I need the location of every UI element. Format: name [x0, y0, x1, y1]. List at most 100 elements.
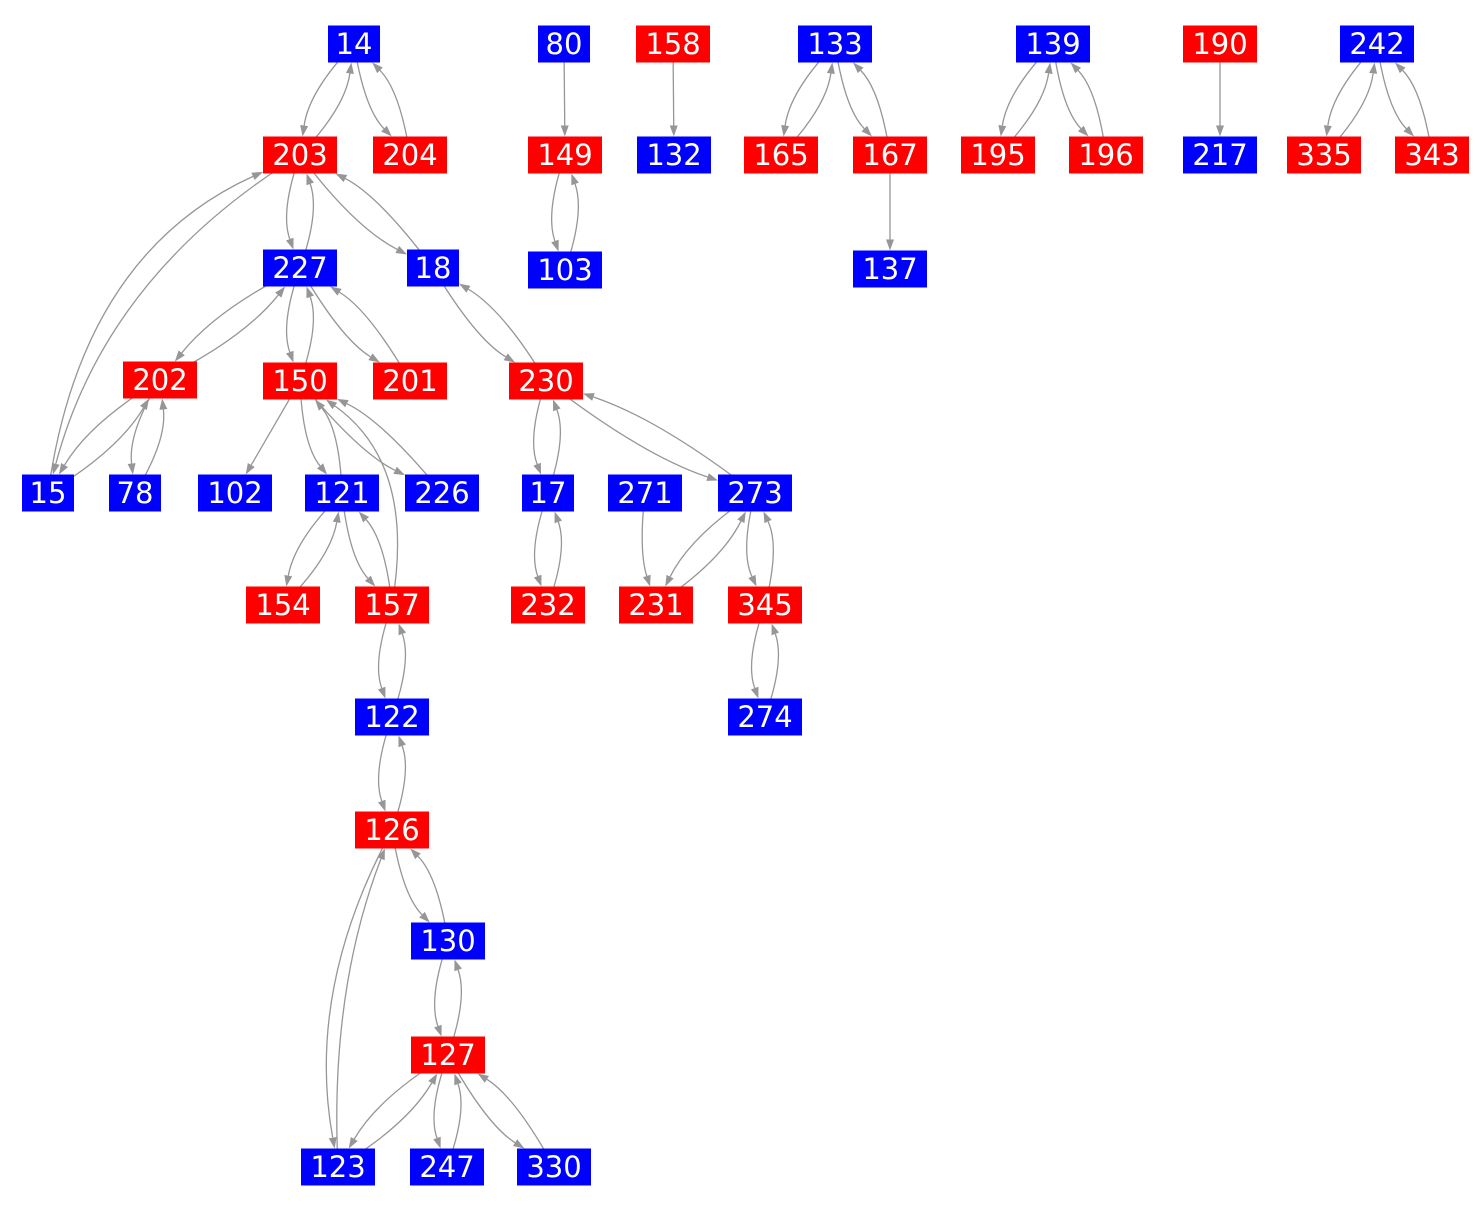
node-label: 15 — [30, 476, 67, 510]
node-202: 202 — [123, 361, 197, 399]
arrowhead-icon — [1044, 62, 1053, 74]
arrowhead-icon — [748, 574, 757, 587]
node-box — [263, 136, 337, 174]
node-box — [410, 1148, 484, 1186]
node-box — [328, 25, 380, 63]
nodes-layer: 14 80 158 133 139 190 242 203 204 149 132 165 167 195… — [22, 25, 1469, 1186]
node-17: 17 — [522, 474, 574, 512]
node-195: 195 — [961, 136, 1035, 174]
arrowhead-icon — [345, 62, 354, 74]
arrowhead-icon — [665, 574, 674, 587]
node-box — [522, 474, 574, 512]
node-box — [1069, 136, 1143, 174]
arrowhead-icon — [419, 911, 430, 923]
node-box — [263, 249, 337, 287]
arrowhead-icon — [377, 686, 386, 699]
arrowhead-icon — [393, 466, 405, 476]
node-box — [718, 474, 792, 512]
node-box — [853, 136, 927, 174]
node-247: 247 — [410, 1148, 484, 1186]
node-149: 149 — [528, 136, 602, 174]
node-230: 230 — [509, 362, 583, 400]
node-label: 157 — [364, 588, 419, 622]
edge-line — [47, 175, 254, 494]
node-227: 227 — [263, 249, 337, 287]
node-203: 203 — [263, 136, 337, 174]
arrowhead-icon — [533, 462, 542, 475]
node-18: 18 — [407, 249, 459, 287]
node-box — [608, 474, 682, 512]
node-123: 123 — [301, 1148, 375, 1186]
node-label: 103 — [537, 253, 592, 287]
node-label: 345 — [737, 588, 792, 622]
node-box — [1287, 136, 1361, 174]
edges-layer — [47, 43, 1433, 1168]
arrowhead-icon — [826, 62, 835, 74]
edge-15-203 — [47, 171, 263, 494]
arrowhead-icon — [306, 173, 314, 186]
arrowhead-icon — [286, 350, 294, 363]
node-label: 80 — [546, 27, 583, 61]
edge-line — [336, 858, 382, 1168]
node-box — [355, 586, 429, 624]
arrowhead-icon — [1077, 125, 1089, 137]
arrowhead-icon — [395, 245, 407, 255]
node-label: 203 — [272, 138, 327, 172]
arrowhead-icon — [428, 1073, 438, 1086]
arrowhead-icon — [512, 1139, 525, 1149]
node-label: 247 — [419, 1150, 474, 1184]
node-label: 335 — [1296, 138, 1351, 172]
edge-157-150 — [325, 399, 399, 606]
arrowhead-icon — [377, 848, 385, 861]
node-box — [853, 250, 927, 288]
node-80: 80 — [538, 25, 590, 63]
node-158: 158 — [636, 25, 710, 63]
node-122: 122 — [355, 698, 429, 736]
node-label: 271 — [617, 476, 672, 510]
node-box — [22, 474, 74, 512]
arrowhead-icon — [454, 959, 462, 972]
arrowhead-icon — [251, 171, 263, 181]
node-label: 227 — [272, 251, 327, 285]
arrowhead-icon — [348, 1136, 358, 1149]
arrowhead-icon — [332, 511, 341, 524]
node-274: 274 — [728, 698, 802, 736]
arrowhead-icon — [139, 398, 150, 411]
node-box — [798, 25, 872, 63]
node-box — [405, 474, 479, 512]
node-box — [355, 811, 429, 849]
node-box — [1395, 136, 1469, 174]
node-box — [373, 362, 447, 400]
arrowhead-icon — [861, 125, 872, 137]
node-label: 78 — [117, 476, 154, 510]
node-label: 130 — [420, 924, 475, 958]
node-78: 78 — [109, 474, 161, 512]
node-label: 17 — [530, 476, 567, 510]
arrowhead-icon — [1216, 125, 1224, 137]
node-box — [411, 922, 485, 960]
node-box — [728, 586, 802, 624]
node-label: 133 — [807, 27, 862, 61]
node-165: 165 — [744, 136, 818, 174]
node-133: 133 — [798, 25, 872, 63]
node-label: 242 — [1349, 27, 1404, 61]
node-label: 343 — [1404, 138, 1459, 172]
node-label: 154 — [255, 588, 310, 622]
node-127: 127 — [411, 1036, 485, 1074]
node-box — [1340, 25, 1414, 63]
node-label: 165 — [753, 138, 808, 172]
node-box — [373, 136, 447, 174]
arrowhead-icon — [853, 62, 864, 74]
arrowhead-icon — [454, 1073, 462, 1086]
arrowhead-icon — [335, 173, 348, 183]
arrowhead-icon — [571, 173, 579, 186]
node-label: 122 — [364, 700, 419, 734]
node-130: 130 — [411, 922, 485, 960]
node-label: 139 — [1025, 27, 1080, 61]
node-box — [728, 698, 802, 736]
node-box — [1016, 25, 1090, 63]
edge-line — [334, 405, 399, 606]
node-330: 330 — [517, 1148, 591, 1186]
arrowhead-icon — [669, 125, 678, 137]
